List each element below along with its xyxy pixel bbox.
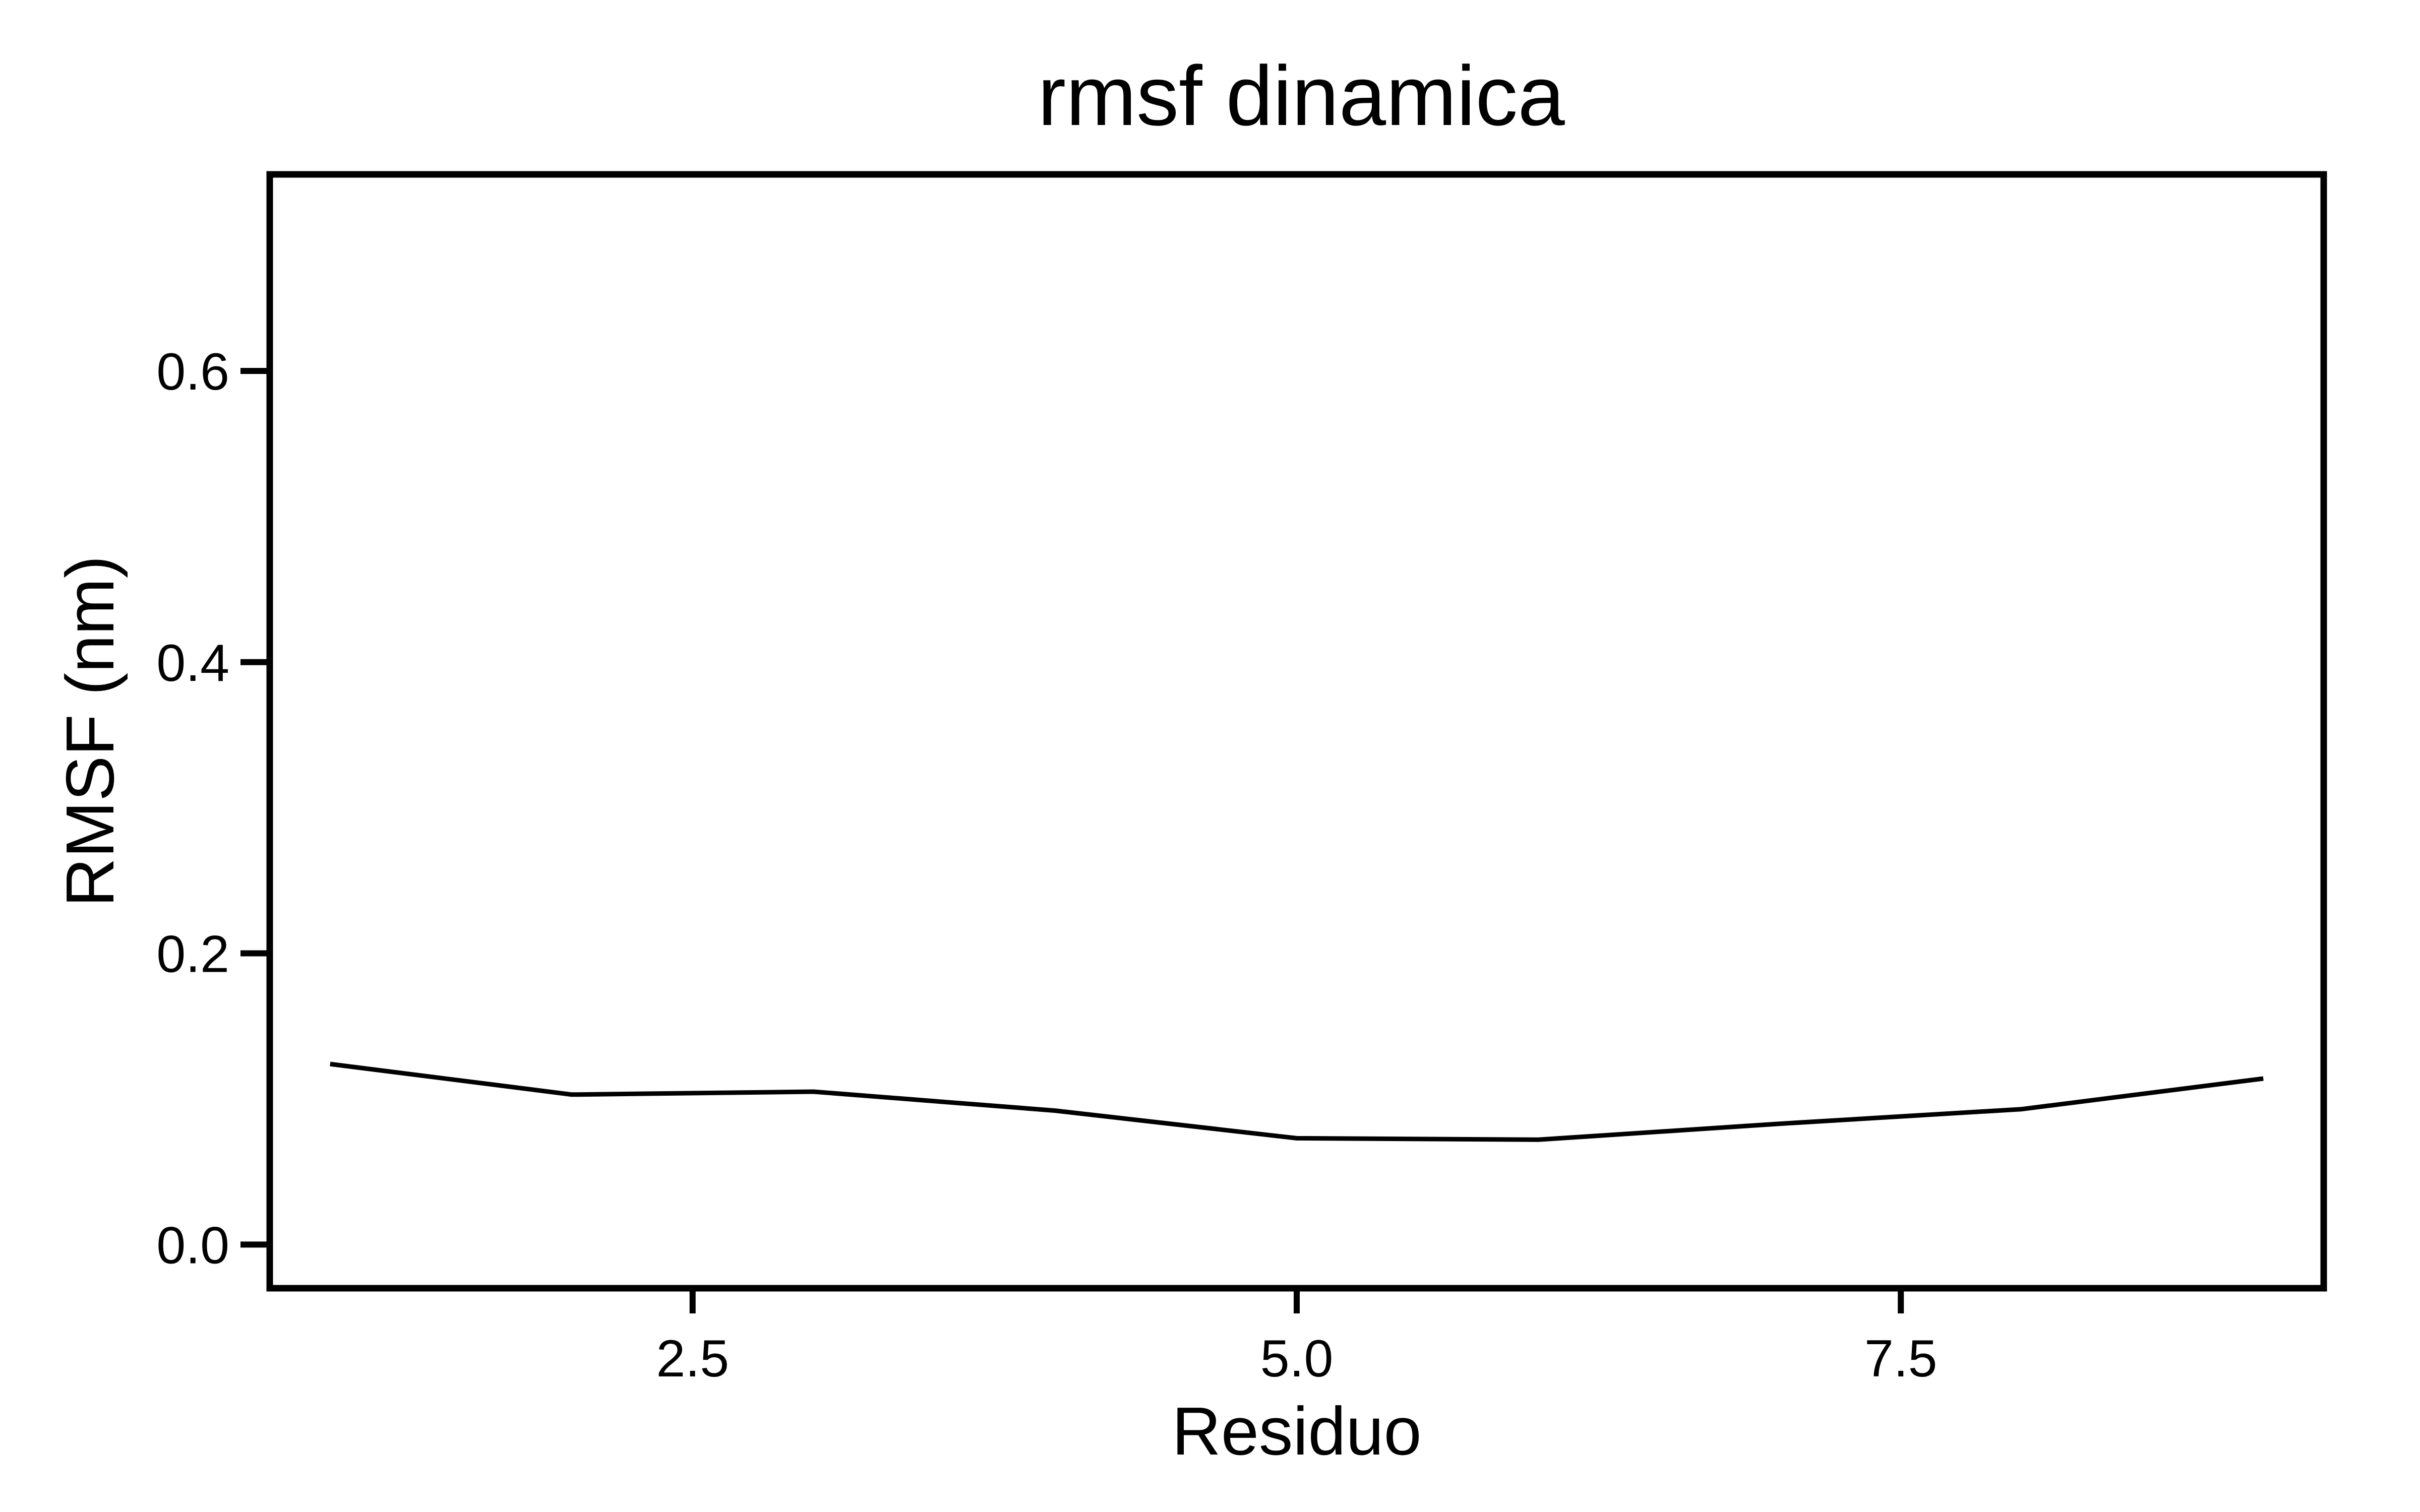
- y-tick-label: 0.4: [156, 634, 229, 692]
- x-axis: 2.5 5.0 7.5: [656, 1288, 1938, 1388]
- series-layer: [330, 1061, 2264, 1142]
- y-tick-label: 0.0: [156, 1216, 229, 1275]
- plot-frame: [266, 171, 2327, 1292]
- chart-title: rmsf dinamica: [1038, 48, 1565, 143]
- y-axis-label: RMSF (nm): [52, 555, 128, 907]
- x-tick-label: 7.5: [1864, 1330, 1938, 1388]
- x-axis-label: Residuo: [1172, 1393, 1421, 1469]
- x-tick-label: 2.5: [656, 1330, 729, 1388]
- y-tick-label: 0.6: [156, 343, 229, 401]
- x-tick-label: 5.0: [1260, 1330, 1334, 1388]
- plot-area: [266, 171, 2327, 1292]
- y-tick-label: 0.2: [156, 925, 229, 984]
- y-axis: 0.0 0.2 0.4 0.6: [156, 343, 270, 1275]
- series-line: [330, 1061, 2264, 1142]
